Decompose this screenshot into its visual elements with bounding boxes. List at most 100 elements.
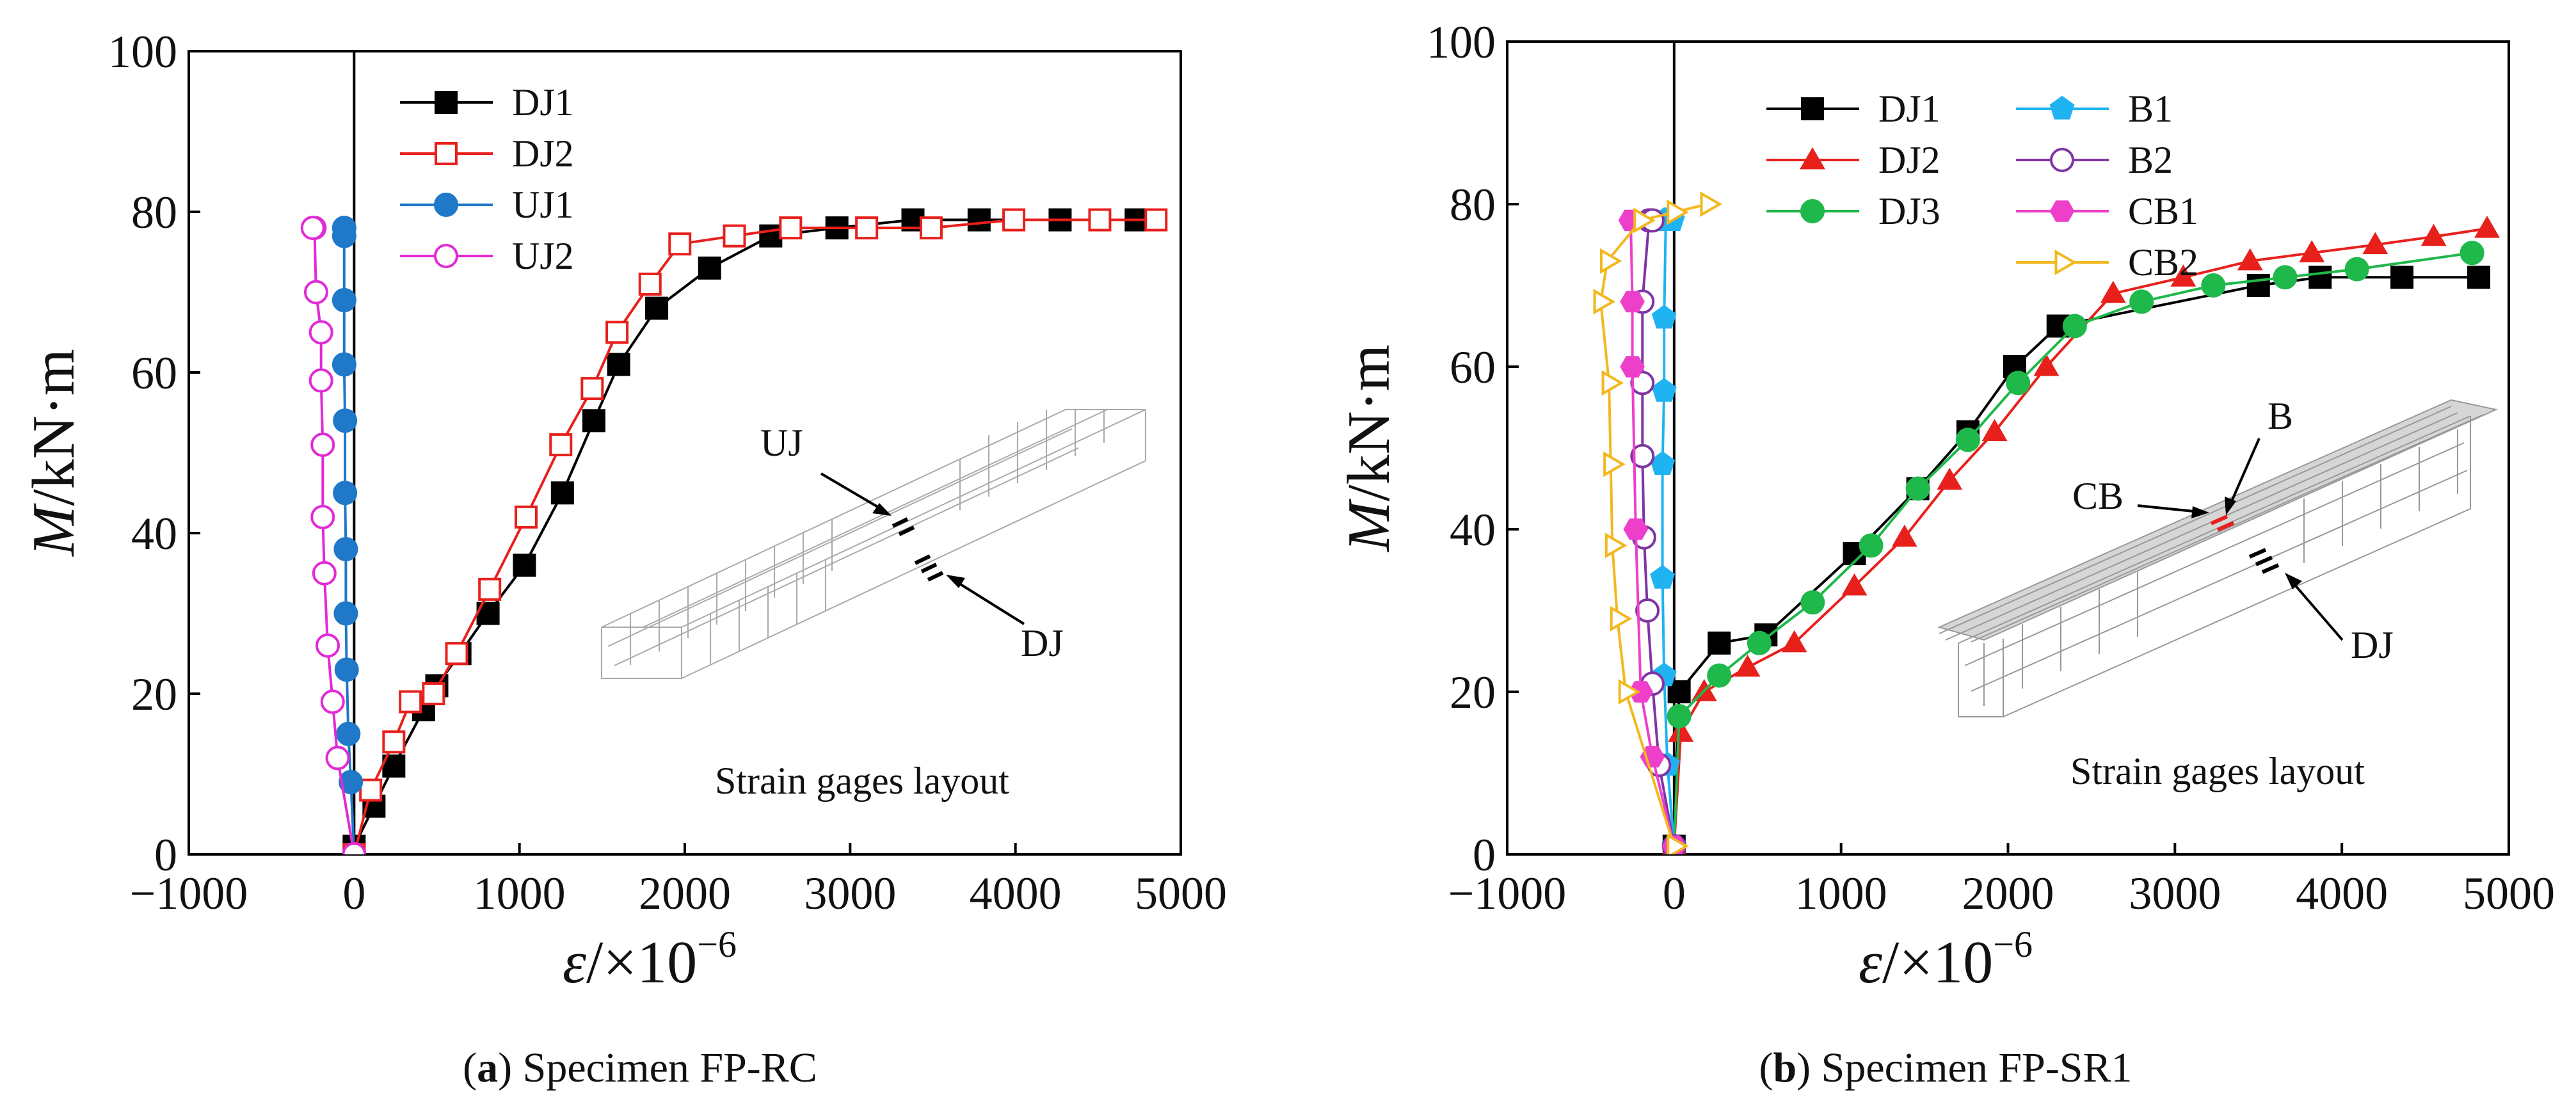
data-point-dj2	[1002, 208, 1026, 232]
data-point-dj2	[2474, 216, 2500, 238]
legend-label: UJ2	[512, 235, 574, 277]
data-point-dj3	[2062, 314, 2087, 339]
legend-marker-b1	[2049, 95, 2075, 120]
legend-item-cb2: CB2	[2016, 241, 2198, 284]
data-point-uj2	[342, 842, 367, 854]
legend-label: DJ3	[1878, 190, 1940, 232]
legend-marker-b2	[2050, 148, 2074, 172]
data-point-dj1	[1708, 631, 1731, 655]
legend-item-dj2: DJ2	[1766, 139, 1940, 181]
data-point-cb2	[1667, 833, 1689, 854]
data-point-dj2	[638, 272, 662, 296]
data-point-dj1	[2467, 266, 2491, 289]
data-point-uj2	[310, 504, 335, 529]
data-point-dj2	[2362, 232, 2388, 254]
inset-label-dj-b: DJ	[2351, 624, 2394, 666]
legend-label: DJ1	[512, 81, 574, 124]
data-point-uj2	[316, 633, 340, 658]
data-point-dj2	[779, 216, 803, 240]
b-arrow-head-icon	[2225, 497, 2236, 515]
data-point-dj2	[1937, 467, 1963, 490]
x-axis-label-b: ε/×10−6	[1859, 923, 2033, 996]
data-point-cb2	[1603, 451, 1626, 477]
data-point-dj3	[2201, 273, 2226, 298]
data-point-dj2	[445, 642, 468, 666]
uj-arrow-head-icon	[872, 503, 892, 516]
y-tick-label: 0	[154, 829, 177, 881]
data-point-uj1	[333, 537, 358, 562]
legend-marker-cb2	[2054, 250, 2077, 275]
data-point-uj1	[332, 352, 356, 377]
data-point-dj2	[399, 690, 422, 714]
legend-b: DJ1 DJ2 DJ3 B1 B2 CB1 CB2	[1766, 88, 2198, 284]
data-point-uj2	[308, 368, 333, 393]
data-point-dj2	[668, 232, 692, 256]
x-tick-label: 2000	[639, 868, 731, 919]
y-tick-label: 60	[1450, 342, 1496, 393]
legend-item-dj3: DJ3	[1766, 190, 1940, 232]
x-tick-label: 3000	[2129, 868, 2221, 919]
series-group-b	[1593, 191, 2500, 854]
inset-title-a: Strain gages layout	[715, 760, 1009, 802]
x-tick-label: 2000	[1962, 868, 2054, 919]
strain-gages-b-red	[2210, 515, 2235, 532]
dj-arrow-b-head-icon	[2285, 573, 2302, 589]
data-point-dj2	[605, 321, 629, 344]
data-point-cb2	[1610, 605, 1633, 632]
legend-marker-dj2	[1800, 147, 1825, 170]
data-point-uj2	[300, 216, 325, 241]
x-tick-label: 1000	[474, 868, 566, 919]
x-axis-label-a: ε/×10−6	[563, 923, 737, 996]
data-point-dj3	[1859, 533, 1884, 558]
dj-arrow-a-head-icon	[946, 575, 965, 588]
series-uj1	[332, 216, 367, 854]
legend-marker-dj1	[435, 91, 458, 114]
data-point-dj2	[1891, 524, 1917, 547]
inset-label-b: B	[2268, 395, 2293, 437]
y-tick-label: 40	[1450, 504, 1496, 556]
x-tick-label: −1000	[1448, 868, 1567, 919]
strain-gages-b	[2248, 548, 2280, 574]
data-point-cb1	[1623, 518, 1649, 540]
legend-item-uj2: UJ2	[400, 235, 574, 277]
data-point-b1	[1651, 378, 1677, 402]
data-point-dj1	[607, 353, 630, 376]
data-point-uj1	[333, 601, 358, 626]
y-tick-label: 20	[1450, 667, 1496, 718]
legend-label: B2	[2128, 139, 2173, 181]
data-point-dj2	[855, 216, 879, 240]
data-point-b1	[1650, 564, 1676, 589]
data-point-dj1	[698, 256, 721, 280]
data-point-uj2	[310, 432, 335, 457]
data-point-uj2	[325, 746, 350, 771]
y-tick-label: 100	[108, 26, 177, 77]
data-point-dj2	[2100, 280, 2126, 303]
data-point-cb1	[1620, 356, 1645, 378]
x-tick-label: 5000	[2463, 868, 2555, 919]
uj-arrow	[820, 472, 888, 513]
data-point-cb2	[1604, 532, 1628, 559]
data-point-dj3	[2460, 241, 2484, 266]
data-point-cb2	[1618, 679, 1641, 705]
strain-gages-a	[892, 517, 944, 582]
data-point-dj2	[515, 505, 538, 529]
data-point-uj2	[303, 280, 328, 305]
data-point-b1	[1650, 451, 1676, 475]
data-point-dj1	[2390, 266, 2414, 289]
data-point-dj3	[2006, 371, 2031, 396]
data-point-dj1	[2308, 266, 2332, 289]
data-point-dj1	[759, 224, 783, 248]
data-point-dj2	[919, 216, 943, 240]
data-point-dj3	[1905, 476, 1930, 501]
data-point-uj1	[336, 721, 361, 746]
data-point-b1	[1651, 305, 1677, 329]
data-point-uj1	[332, 288, 356, 313]
data-point-dj3	[2344, 257, 2369, 282]
cb-arrow	[2137, 504, 2201, 513]
legend-label: DJ2	[512, 132, 574, 175]
data-point-cb1	[1620, 291, 1645, 313]
data-point-uj1	[334, 657, 359, 682]
legend-marker-dj3	[1800, 199, 1825, 223]
y-tick-label: 40	[131, 508, 177, 559]
